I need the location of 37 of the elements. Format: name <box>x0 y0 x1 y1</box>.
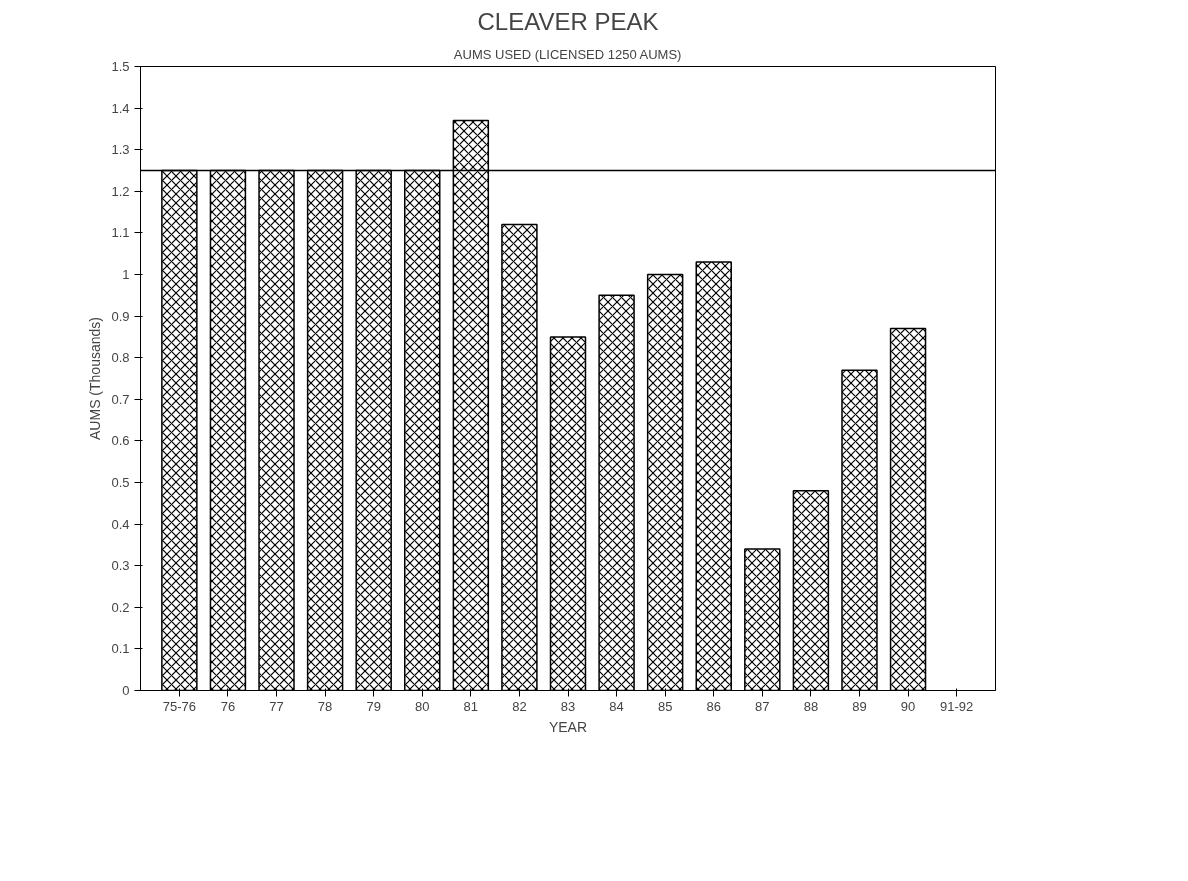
y-tick-label: 1.2 <box>111 183 130 199</box>
y-tick-label: 1.1 <box>111 225 130 241</box>
x-tick-label: 89 <box>852 698 867 714</box>
y-tick-label: 0.4 <box>111 516 130 532</box>
y-tick-label: 0.2 <box>111 599 130 615</box>
chart-title: CLEAVER PEAK <box>477 7 659 35</box>
y-tick-label: 0.5 <box>111 475 130 490</box>
y-tick-label: 1 <box>122 267 130 282</box>
x-tick-label: 87 <box>755 698 770 714</box>
x-tick-label: 86 <box>706 698 721 714</box>
y-tick-label: 0 <box>122 683 130 698</box>
y-tick-label: 1.4 <box>111 100 130 116</box>
x-tick-label: 90 <box>900 698 916 714</box>
x-tick-label: 91-92 <box>940 698 974 714</box>
y-tick-label: 0.3 <box>111 558 130 574</box>
y-axis-title: AUMS (Thousands) <box>87 317 104 440</box>
x-tick-label: 78 <box>317 698 333 714</box>
x-tick-label: 81 <box>463 698 479 714</box>
y-tick-label: 1.5 <box>111 59 130 74</box>
chart-subtitle: AUMS USED (LICENSED 1250 AUMS) <box>453 46 682 62</box>
x-tick-label: 83 <box>560 698 576 714</box>
x-tick-label: 76 <box>220 698 236 714</box>
x-tick-label: 79 <box>366 698 381 714</box>
y-tick-label: 0.6 <box>111 433 130 449</box>
x-tick-label: 88 <box>803 698 819 714</box>
y-tick-label: 0.9 <box>111 308 130 324</box>
x-tick-label: 75-76 <box>162 698 196 714</box>
x-axis-title: YEAR <box>548 718 588 735</box>
x-tick-label: 77 <box>269 698 284 714</box>
y-tick-label: 1.3 <box>111 142 130 158</box>
y-tick-label: 0.1 <box>111 641 130 657</box>
x-tick-label: 82 <box>512 698 527 714</box>
x-tick-label: 80 <box>415 698 430 714</box>
x-tick-label: 84 <box>609 698 624 714</box>
x-tick-label: 85 <box>657 698 673 714</box>
y-tick-label: 0.7 <box>111 391 130 407</box>
y-tick-label: 0.8 <box>111 350 130 366</box>
